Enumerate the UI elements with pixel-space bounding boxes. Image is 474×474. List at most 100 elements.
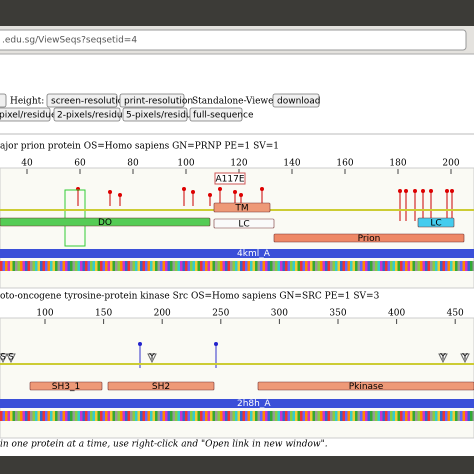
residue xyxy=(225,411,228,421)
tick-label: 200 xyxy=(442,159,459,169)
residue xyxy=(435,411,438,421)
residue xyxy=(40,411,43,421)
residue xyxy=(255,411,258,421)
residue xyxy=(457,411,460,421)
residue xyxy=(17,261,20,271)
residue xyxy=(392,411,395,421)
residue xyxy=(257,411,260,421)
structure-label: 4kml_A xyxy=(237,249,271,259)
button[interactable] xyxy=(53,107,121,122)
residue xyxy=(297,411,300,421)
toolbar: alHeight:screen-resolutionprint-resoluti… xyxy=(0,93,321,122)
residue xyxy=(265,411,268,421)
residue xyxy=(287,411,290,421)
residue xyxy=(390,411,393,421)
residue xyxy=(117,261,120,271)
residue xyxy=(207,261,210,271)
residue xyxy=(327,261,330,271)
button[interactable] xyxy=(46,93,118,108)
residue xyxy=(332,261,335,271)
residue xyxy=(212,411,215,421)
residue xyxy=(362,261,365,271)
residue xyxy=(377,411,380,421)
residue xyxy=(50,261,53,271)
tick-label: 250 xyxy=(212,309,229,319)
residue xyxy=(72,261,75,271)
variant-dot xyxy=(233,190,237,194)
residue xyxy=(227,411,230,421)
residue xyxy=(27,411,30,421)
annotation: A117E xyxy=(215,175,244,185)
residue xyxy=(85,261,88,271)
address-bar[interactable] xyxy=(0,29,467,51)
residue xyxy=(162,261,165,271)
residue xyxy=(267,261,270,271)
button[interactable] xyxy=(272,93,320,108)
residue xyxy=(400,261,403,271)
residue xyxy=(240,261,243,271)
site-label: Y xyxy=(148,353,155,363)
residue xyxy=(272,261,275,271)
button[interactable] xyxy=(122,107,188,122)
button[interactable] xyxy=(0,93,7,108)
residue xyxy=(275,261,278,271)
residue xyxy=(425,261,428,271)
residue xyxy=(107,261,110,271)
residue xyxy=(170,261,173,271)
residue xyxy=(195,261,198,271)
residue xyxy=(77,261,80,271)
domain-label: LC xyxy=(430,219,441,229)
residue xyxy=(122,261,125,271)
residue xyxy=(20,261,23,271)
residue xyxy=(292,411,295,421)
domain xyxy=(213,218,275,229)
button[interactable] xyxy=(119,93,185,108)
residue xyxy=(75,411,78,421)
residue xyxy=(80,261,83,271)
residue xyxy=(442,261,445,271)
domain-label: TM xyxy=(234,204,248,214)
residue xyxy=(300,411,303,421)
residue xyxy=(467,411,470,421)
residue xyxy=(265,261,268,271)
residue xyxy=(137,411,140,421)
residue xyxy=(452,261,455,271)
site-marker xyxy=(0,353,8,364)
residue xyxy=(250,261,253,271)
site-dot xyxy=(138,342,142,346)
button-label: full-sequence xyxy=(193,111,254,121)
site-label: Y xyxy=(461,353,468,363)
residue xyxy=(10,411,13,421)
residue xyxy=(130,261,133,271)
residue xyxy=(160,411,163,421)
residue xyxy=(157,261,160,271)
residue xyxy=(420,411,423,421)
residue xyxy=(145,261,148,271)
button[interactable] xyxy=(189,107,243,122)
residue xyxy=(142,411,145,421)
residue xyxy=(440,411,443,421)
residue xyxy=(437,261,440,271)
residue xyxy=(27,261,30,271)
residue xyxy=(237,261,240,271)
residue xyxy=(357,261,360,271)
residue xyxy=(235,411,238,421)
residue xyxy=(67,411,70,421)
residue xyxy=(447,261,450,271)
residue xyxy=(195,411,198,421)
tick-label: 60 xyxy=(74,159,86,169)
residue xyxy=(62,261,65,271)
residue xyxy=(367,411,370,421)
button[interactable] xyxy=(0,107,51,122)
button-label: screen-resolution xyxy=(51,97,129,107)
residue xyxy=(315,261,318,271)
residue xyxy=(280,411,283,421)
residue xyxy=(290,261,293,271)
window-bar xyxy=(0,0,474,26)
site-marker xyxy=(460,353,470,364)
residue xyxy=(357,411,360,421)
residue xyxy=(422,411,425,421)
residue xyxy=(427,261,430,271)
domain xyxy=(213,202,271,213)
button-label: print-resolution xyxy=(124,97,193,107)
